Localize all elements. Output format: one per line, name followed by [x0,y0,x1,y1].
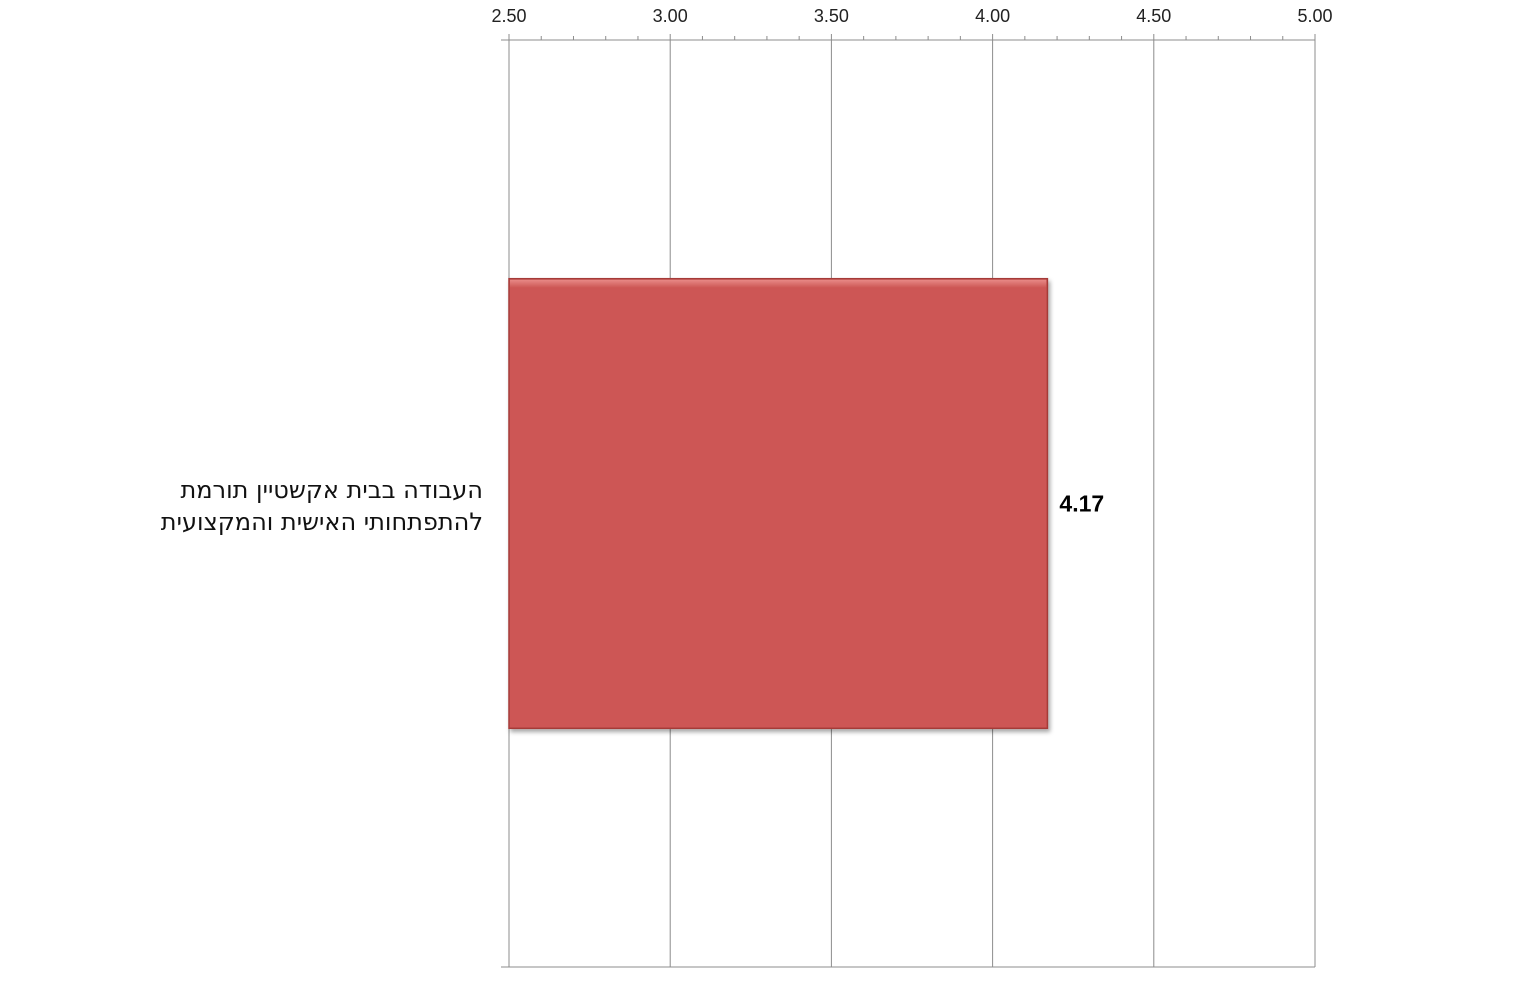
x-tick-label: 3.00 [653,6,688,26]
bars [508,277,1049,730]
x-tick-label: 4.50 [1136,6,1171,26]
x-tick-label: 3.50 [814,6,849,26]
bar [508,277,1049,730]
x-axis: 2.50 3.00 3.50 4.00 4.50 5.00 [491,6,1333,968]
x-tick-label: 2.50 [491,6,526,26]
bar-highlight [510,279,1047,288]
category-label: העבודה בבית אקשטיין תורמת להתפתחותי האיש… [160,476,483,536]
data-labels: 4.17 [1059,491,1104,517]
x-tick-label: 4.00 [975,6,1010,26]
bar-group [508,277,1049,730]
x-tick-label: 5.00 [1297,6,1332,26]
data-label: 4.17 [1059,491,1104,517]
